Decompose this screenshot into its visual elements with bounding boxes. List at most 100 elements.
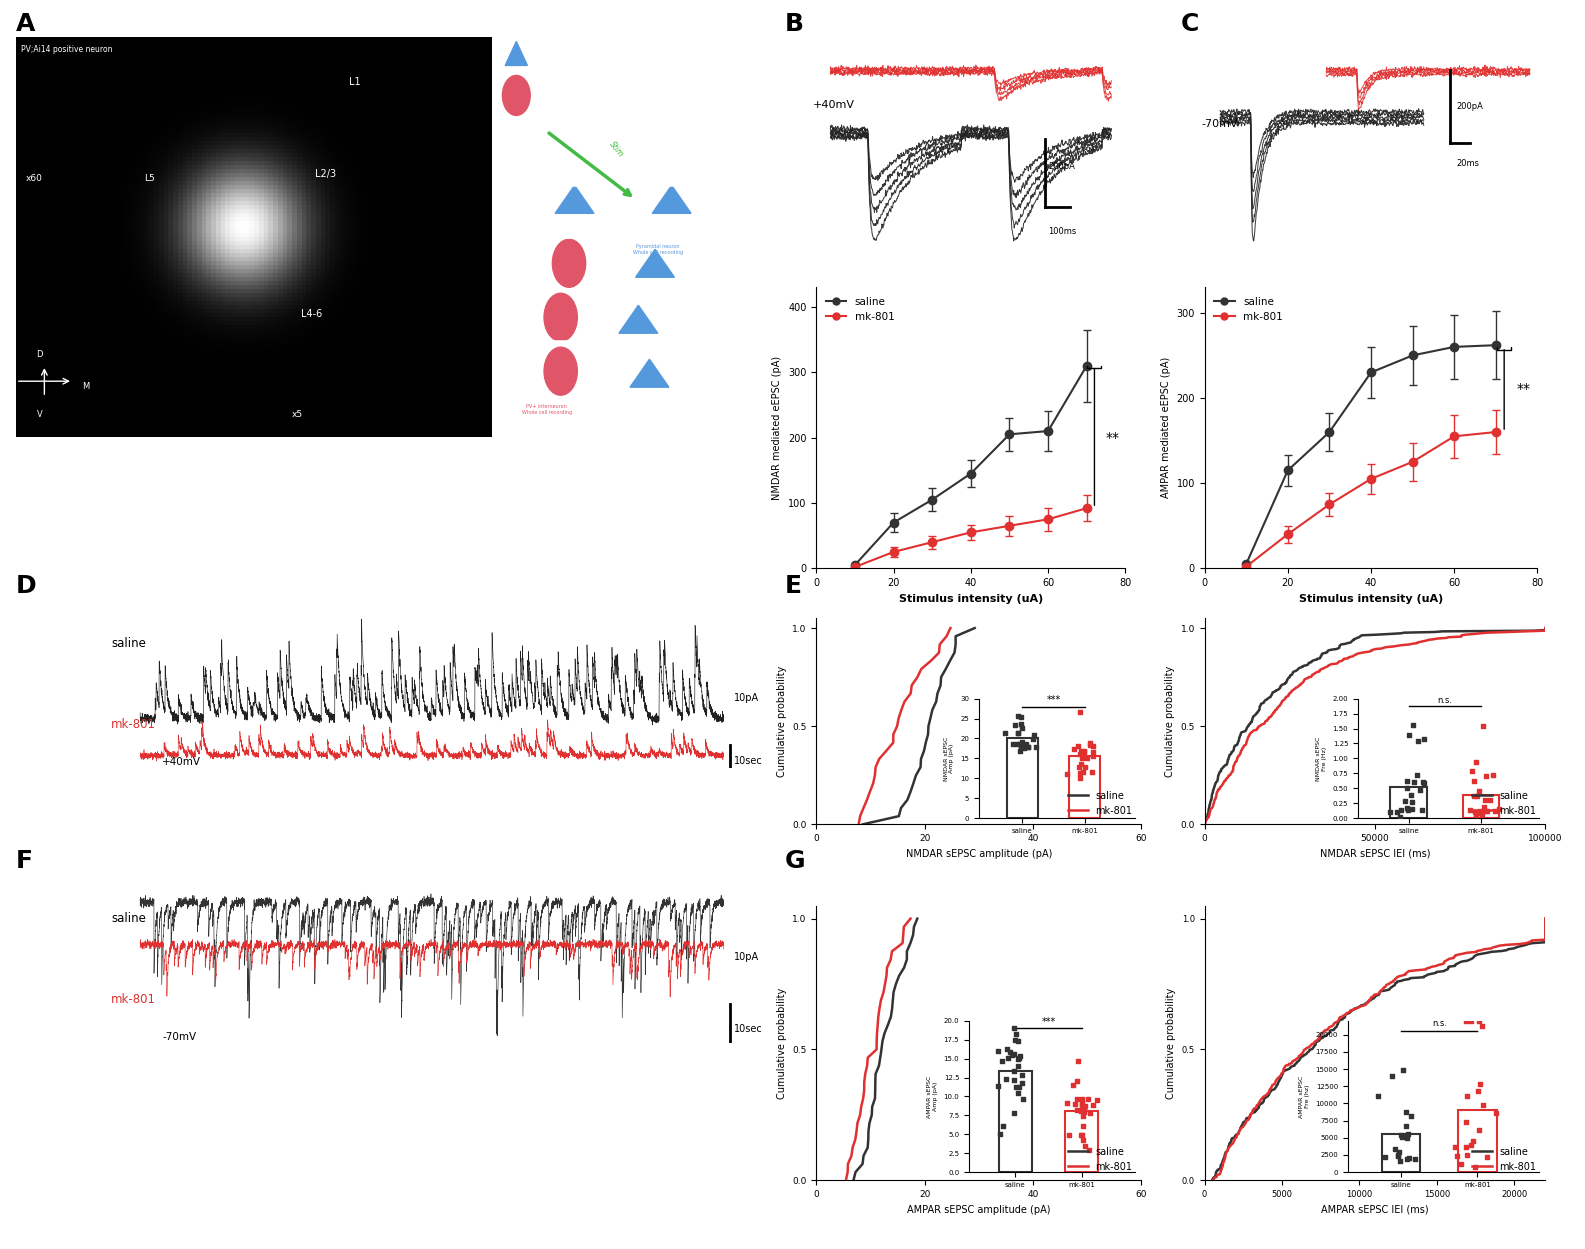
mk-801	[1195, 817, 1214, 832]
saline	[897, 944, 916, 959]
Text: L2/3: L2/3	[495, 207, 512, 216]
mk-801	[884, 736, 903, 751]
saline	[889, 808, 908, 823]
Text: G: G	[785, 849, 805, 873]
mk-801	[883, 944, 902, 959]
mk-801	[872, 993, 891, 1008]
saline	[916, 736, 935, 751]
Text: 10pA: 10pA	[734, 952, 759, 962]
Circle shape	[544, 347, 577, 395]
saline	[900, 936, 919, 950]
saline	[946, 628, 965, 643]
mk-801	[929, 644, 948, 659]
mk-801	[881, 952, 900, 967]
saline	[857, 1140, 877, 1155]
saline	[927, 694, 946, 709]
mk-801	[1205, 1172, 1224, 1187]
Line: saline: saline	[853, 918, 918, 1180]
Text: Pyramidal neuron: Pyramidal neuron	[539, 51, 613, 60]
mk-801	[1536, 911, 1555, 926]
saline	[1330, 1013, 1349, 1028]
mk-801	[1323, 1017, 1342, 1032]
mk-801	[894, 919, 913, 934]
saline	[881, 1009, 900, 1024]
mk-801	[869, 1018, 888, 1033]
saline	[861, 1115, 880, 1130]
mk-801	[861, 784, 880, 799]
saline	[853, 817, 872, 832]
Text: L1: L1	[349, 77, 360, 87]
Legend: saline, mk-801: saline, mk-801	[821, 292, 899, 326]
Text: PV+ interneuron
Whole cell recording: PV+ interneuron Whole cell recording	[521, 405, 572, 415]
saline	[907, 768, 926, 783]
saline	[865, 1092, 884, 1107]
mk-801	[854, 1083, 873, 1098]
X-axis label: AMPAR sEPSC amplitude (pA): AMPAR sEPSC amplitude (pA)	[907, 1204, 1051, 1214]
saline	[1523, 936, 1542, 950]
Text: F: F	[16, 849, 33, 873]
Text: D: D	[36, 350, 43, 360]
saline	[1252, 697, 1271, 712]
Text: Pyramidal neuron
Whole cell recording: Pyramidal neuron Whole cell recording	[632, 245, 683, 255]
Text: L4: L4	[495, 259, 504, 267]
Line: saline: saline	[1213, 918, 1545, 1180]
saline	[873, 1034, 892, 1049]
mk-801	[851, 1099, 870, 1114]
mk-801	[867, 1042, 886, 1057]
mk-801	[1536, 621, 1555, 636]
saline	[1328, 1017, 1347, 1032]
saline	[915, 743, 934, 758]
mk-801	[837, 1173, 856, 1188]
mk-801	[854, 1092, 873, 1107]
mk-801	[867, 1025, 886, 1040]
Legend: saline, mk-801: saline, mk-801	[1469, 1143, 1541, 1175]
Text: 200pA: 200pA	[1457, 102, 1484, 111]
Legend: saline, mk-801: saline, mk-801	[1065, 787, 1136, 819]
mk-801	[878, 960, 897, 975]
mk-801	[902, 678, 921, 693]
saline	[921, 711, 940, 726]
Text: mk-801: mk-801	[111, 993, 155, 1005]
saline	[886, 977, 905, 992]
X-axis label: AMPAR sEPSC IEI (ms): AMPAR sEPSC IEI (ms)	[1322, 1204, 1428, 1214]
mk-801	[1268, 699, 1287, 714]
Text: Rec: Rec	[650, 299, 659, 310]
mk-801	[838, 1164, 857, 1179]
X-axis label: NMDAR sEPSC amplitude (pA): NMDAR sEPSC amplitude (pA)	[905, 848, 1052, 858]
Polygon shape	[555, 185, 594, 214]
Text: L5: L5	[495, 311, 504, 320]
Polygon shape	[618, 305, 658, 333]
mk-801	[838, 1157, 857, 1172]
X-axis label: Stimulus intensity (uA): Stimulus intensity (uA)	[1298, 593, 1444, 603]
mk-801	[892, 702, 911, 717]
mk-801	[877, 743, 896, 758]
mk-801	[1271, 697, 1290, 712]
saline	[889, 968, 908, 983]
mk-801	[842, 1148, 861, 1163]
mk-801	[857, 1050, 877, 1065]
mk-801	[850, 817, 869, 832]
mk-801	[846, 1132, 865, 1147]
Y-axis label: Cumulative probability: Cumulative probability	[1167, 987, 1176, 1099]
saline	[883, 1002, 902, 1017]
saline	[878, 1018, 897, 1033]
saline	[908, 911, 927, 926]
mk-801	[930, 637, 949, 652]
Text: +40mV: +40mV	[813, 100, 856, 110]
Text: L1: L1	[495, 152, 504, 162]
Text: C: C	[1181, 12, 1200, 36]
mk-801	[896, 694, 915, 709]
Text: D: D	[16, 575, 36, 598]
mk-801	[846, 1124, 865, 1139]
mk-801	[854, 1074, 873, 1089]
Text: -70mV: -70mV	[1201, 119, 1238, 129]
saline	[903, 928, 922, 943]
mk-801	[854, 801, 873, 816]
saline	[1251, 701, 1270, 716]
mk-801	[889, 711, 908, 726]
Line: saline: saline	[1205, 628, 1545, 824]
saline	[1203, 1172, 1222, 1187]
Y-axis label: Cumulative probability: Cumulative probability	[1165, 666, 1174, 777]
Polygon shape	[506, 41, 528, 65]
saline	[1203, 1173, 1222, 1188]
